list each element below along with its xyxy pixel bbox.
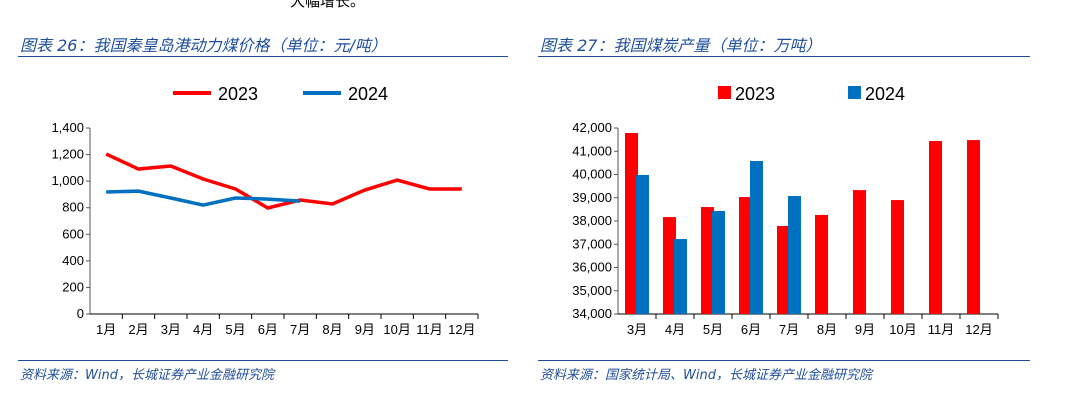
bar-2023: [663, 217, 676, 314]
bar-2024: [750, 161, 763, 314]
line-chart: 0 200 400 600 800 1,000 1,200 1,400 1月 2月 3月 4月 5月 6月…: [51, 84, 479, 337]
bar-2023: [815, 214, 828, 314]
y-tick-label: 600: [62, 226, 84, 241]
bar-2023: [739, 197, 752, 314]
body-text-fragment: 大幅增长。: [290, 0, 366, 10]
y-tick-label: 41,000: [572, 143, 612, 158]
x-tick-label: 8月: [817, 322, 837, 337]
title-rule-left: [18, 56, 508, 57]
x-tick-label: 10月: [383, 322, 410, 337]
x-tick-label: 8月: [322, 322, 342, 337]
series-line-2023: [105, 152, 462, 210]
y-tick-label: 1,400: [51, 120, 84, 135]
x-tick-label: 5月: [703, 322, 723, 337]
bar-2024: [636, 174, 649, 314]
legend-label-2023: 2023: [735, 84, 775, 104]
y-tick-label: 38,000: [572, 213, 612, 228]
x-tick-label: 4月: [193, 322, 213, 337]
x-tick-label: 4月: [665, 322, 685, 337]
source-left: 资料来源：Wind，长城证券产业金融研究院: [20, 368, 274, 383]
legend-label-2023: 2023: [218, 84, 258, 104]
bar-2024: [674, 239, 687, 314]
x-tick-label: 11月: [928, 322, 955, 337]
source-rule-left: [18, 360, 508, 361]
x-tick-label: 1月: [96, 322, 116, 337]
x-tick-label: 10月: [889, 322, 916, 337]
y-tick-label: 36,000: [572, 260, 612, 275]
chart-title-27: 图表 27：我国煤炭产量（单位：万吨）: [540, 36, 822, 55]
y-tick-label: 1,200: [51, 147, 84, 162]
legend-swatch-2023: [718, 86, 731, 99]
x-tick-label: 12月: [448, 322, 475, 337]
y-tick-label: 40,000: [572, 167, 612, 182]
bar-2023: [701, 207, 714, 314]
bar-2023: [853, 190, 866, 314]
y-tick-label: 800: [62, 200, 84, 215]
bar-2023: [777, 225, 790, 314]
x-tick-label: 6月: [741, 322, 761, 337]
title-rule-right: [538, 56, 1030, 57]
y-tick-label: 35,000: [572, 283, 612, 298]
bar-2023: [929, 141, 942, 314]
y-tick-label: 37,000: [572, 236, 612, 251]
series-line-2024: [106, 189, 301, 207]
x-tick-label: 3月: [161, 322, 181, 337]
x-tick-label: 6月: [258, 322, 278, 337]
y-tick-label: 39,000: [572, 190, 612, 205]
y-tick-label: 1,000: [51, 173, 84, 188]
bar-2023: [625, 132, 638, 314]
y-tick-label: 34,000: [572, 306, 612, 321]
x-tick-label: 7月: [779, 322, 799, 337]
x-tick-label: 5月: [225, 322, 245, 337]
x-tick-label: 9月: [355, 322, 375, 337]
bar-2023: [967, 140, 980, 314]
legend-label-2024: 2024: [348, 84, 388, 104]
legend-swatch-2024: [848, 86, 861, 99]
bar-2024: [712, 211, 725, 314]
legend-label-2024: 2024: [865, 84, 905, 104]
chart-title-26: 图表 26：我国秦皇岛港动力煤价格（单位：元/吨）: [20, 36, 387, 55]
x-tick-label: 2月: [128, 322, 148, 337]
x-tick-label: 11月: [416, 322, 443, 337]
y-tick-label: 200: [62, 279, 84, 294]
source-rule-right: [538, 360, 1030, 361]
bar-2023: [891, 200, 904, 314]
x-tick-label: 12月: [965, 322, 992, 337]
x-tick-label: 9月: [855, 322, 875, 337]
y-tick-label: 42,000: [572, 120, 612, 135]
bar-chart: 34,000 35,000 36,000 37,000 38,000 39,000 40,0…: [572, 84, 999, 337]
y-tick-label: 0: [77, 306, 84, 321]
source-right: 资料来源：国家统计局、Wind，长城证券产业金融研究院: [540, 368, 872, 383]
y-tick-label: 400: [62, 253, 84, 268]
bar-2024: [788, 196, 801, 314]
x-tick-label: 3月: [627, 322, 647, 337]
x-tick-label: 7月: [290, 322, 310, 337]
